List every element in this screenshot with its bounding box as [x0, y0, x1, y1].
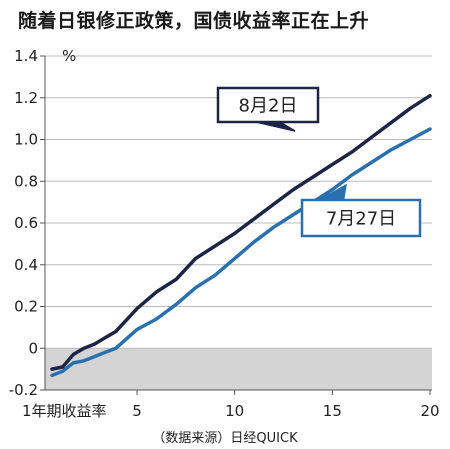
series-callouts: 8月2日 7月27日 — [216, 86, 422, 238]
series-callout: 8月2日 — [216, 86, 320, 132]
chart-title: 随着日银修正政策，国债收益率正在上升 — [18, 10, 370, 32]
y-tick-label: 1.0 — [14, 131, 38, 149]
series-line — [50, 93, 432, 371]
y-tick-label: 0.6 — [14, 214, 38, 232]
y-tick-label: 1.4 — [14, 47, 38, 65]
x-tick-label: 20 — [420, 402, 439, 420]
callout-box — [216, 86, 320, 124]
y-tick-label: 0 — [28, 339, 38, 357]
series-line — [50, 127, 432, 378]
callout-pointer — [255, 121, 296, 132]
y-tick-label: 0.4 — [14, 256, 38, 274]
x-tick-label: 15 — [323, 402, 342, 420]
x-tick-label: 5 — [132, 402, 142, 420]
source-note: （数据来源）日经QUICK — [152, 431, 298, 446]
y-tick-label: -0.2 — [9, 381, 38, 399]
y-tick-label: 1.2 — [14, 89, 38, 107]
below-zero-shade — [45, 348, 432, 390]
y-axis: -0.2 0 0.2 0.4 0.6 0.8 1.0 1.2 1.4 — [9, 47, 38, 399]
series-lines — [50, 93, 432, 378]
y-axis-unit: % — [62, 47, 76, 65]
callout-box — [300, 198, 422, 238]
series-callout: 7月27日 — [300, 183, 422, 238]
series-label: 7月27日 — [326, 209, 396, 230]
x-tick-label: 10 — [225, 402, 244, 420]
x-axis-first-label: 1年期收益率 — [22, 402, 107, 420]
x-axis: 5 10 15 20 — [132, 402, 439, 420]
y-tick-label: 0.2 — [14, 298, 38, 316]
y-tick-label: 0.8 — [14, 172, 38, 190]
series-label: 8月2日 — [239, 96, 298, 117]
